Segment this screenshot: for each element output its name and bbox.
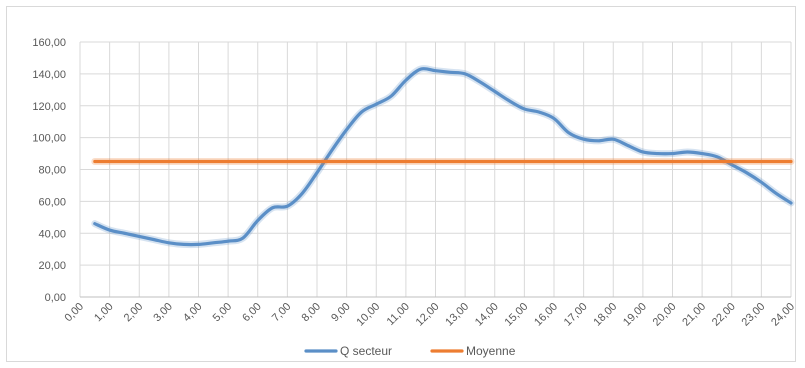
x-tick-label: 17,00 [562,301,590,329]
x-tick-label: 3,00 [151,301,175,325]
x-tick-label: 7,00 [270,301,294,325]
x-tick-label: 2,00 [122,301,146,325]
x-tick-label: 11,00 [385,301,412,328]
x-tick-label: 1,00 [92,301,116,325]
x-tick-label: 22,00 [710,301,738,329]
x-tick-label: 13,00 [443,301,471,329]
y-tick-label: 20,00 [38,260,66,272]
chart-frame [6,6,796,362]
x-tick-label: 24,00 [769,301,797,329]
x-tick-label: 0,00 [62,301,86,325]
x-tick-label: 20,00 [651,301,679,329]
y-tick-label: 60,00 [38,196,66,208]
x-tick-label: 9,00 [329,301,353,325]
legend-entry-label: Q secteur [340,344,392,358]
legend: Q secteur Moyenne [304,344,516,358]
axis: 0,00 20,00 40,00 60,00 80,00 100,00 120,00 140,… [32,37,797,329]
series-q-secteur [91,65,795,249]
y-tick-label: 80,00 [38,165,66,177]
x-tick-label: 23,00 [740,301,768,329]
y-tick-label: 40,00 [38,228,66,240]
x-tick-label: 12,00 [414,301,442,329]
x-tick-label: 21,00 [680,301,708,329]
x-tick-label: 15,00 [503,301,531,329]
series-line [93,66,793,247]
x-tick-label: 8,00 [299,301,323,325]
x-tick-label: 19,00 [621,301,649,329]
x-tick-label: 4,00 [181,301,205,325]
x-tick-label: 14,00 [473,301,501,329]
x-tick-label: 6,00 [240,301,264,325]
y-tick-label: 140,00 [32,69,66,81]
y-tick-label: 160,00 [32,37,66,49]
series-line-shadow [91,65,795,249]
x-tick-label: 10,00 [354,301,382,329]
x-tick-label: 5,00 [211,301,235,325]
y-tick-label: 100,00 [32,133,66,145]
gridlines [79,41,792,298]
y-tick-label: 0,00 [45,292,66,304]
series-lines [91,65,795,249]
x-tick-label: 16,00 [532,301,560,329]
legend-entry-label: Moyenne [466,344,516,358]
y-tick-label: 120,00 [32,101,66,113]
x-tick-label: 18,00 [591,301,619,329]
